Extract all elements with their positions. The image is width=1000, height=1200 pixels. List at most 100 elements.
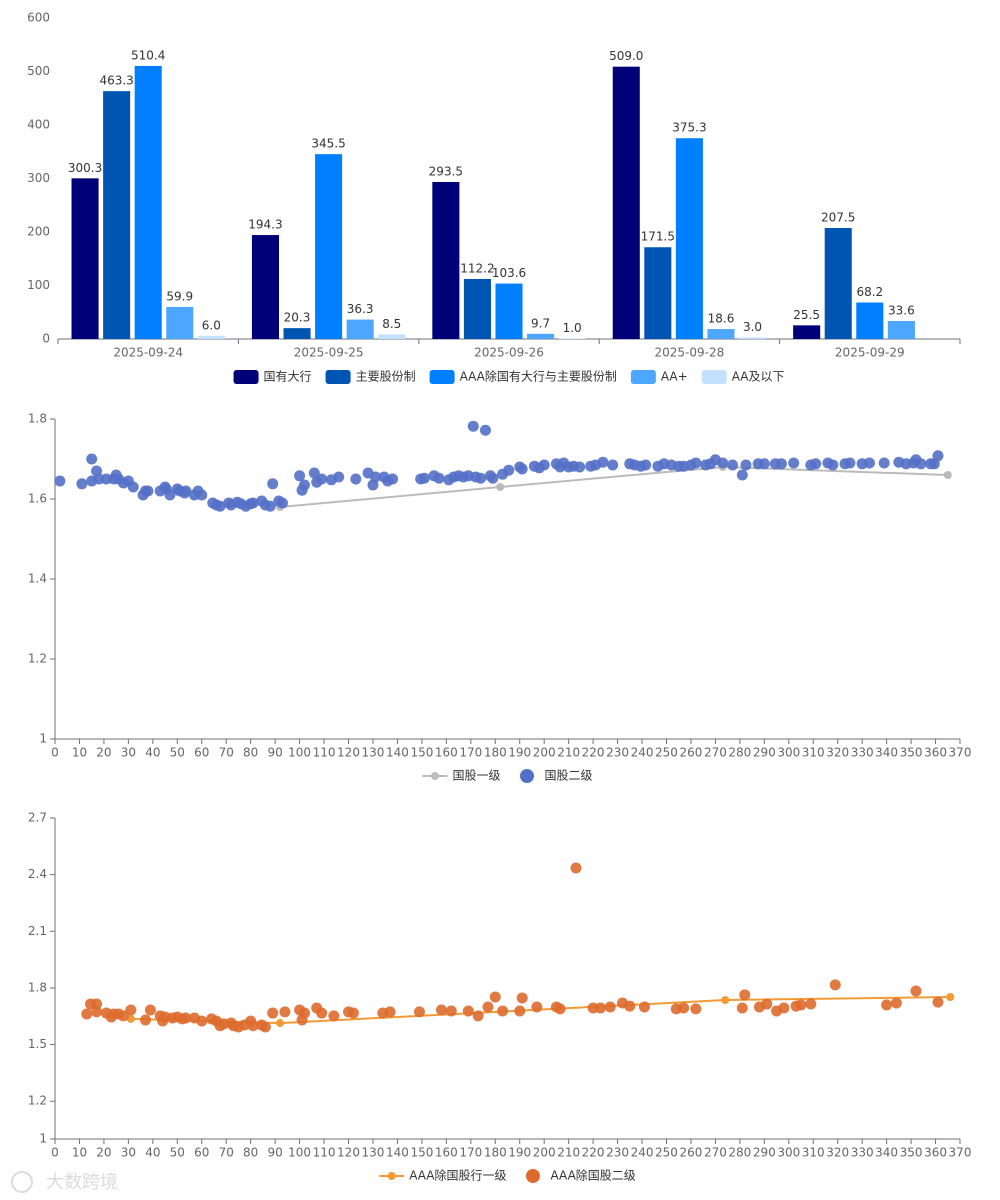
- value-label: 171.5: [641, 230, 675, 244]
- scatter-point: [489, 991, 501, 1003]
- bar: [675, 138, 703, 339]
- scatter-point: [180, 1012, 192, 1024]
- value-label: 345.5: [311, 137, 345, 151]
- value-label: 8.5: [382, 317, 401, 331]
- watermark-text: 大数跨境: [46, 1172, 118, 1193]
- x-tick-label: 0: [51, 1146, 59, 1160]
- bar: [346, 319, 374, 339]
- scatter-point: [827, 459, 839, 471]
- bar: [495, 283, 523, 339]
- x-tick-label: 140: [386, 746, 409, 760]
- value-label: 103.6: [492, 266, 526, 280]
- scatter-point: [164, 489, 176, 501]
- scatter-point: [117, 1010, 129, 1022]
- y-tick-label: 1.4: [28, 572, 47, 586]
- x-tick-label: 230: [606, 1146, 629, 1160]
- scatter-point: [144, 1004, 156, 1016]
- x-tick-label: 0: [51, 746, 59, 760]
- scatter-point: [910, 985, 922, 997]
- x-tick-label: 20: [96, 1146, 111, 1160]
- legend-label: AAA除国股行一级: [409, 1168, 506, 1183]
- y-tick-label: 2.1: [28, 924, 47, 938]
- x-tick-label: 200: [533, 746, 556, 760]
- x-tick-label: 80: [243, 746, 258, 760]
- scatter-point: [433, 472, 445, 484]
- legend-swatch: [520, 769, 534, 783]
- scatter-point: [915, 458, 927, 470]
- scatter-point: [640, 459, 652, 471]
- value-label: 68.2: [856, 285, 883, 299]
- x-tick-label: 150: [410, 746, 433, 760]
- y-tick-label: 200: [27, 225, 50, 239]
- x-tick-label: 230: [606, 746, 629, 760]
- scatter-point: [350, 473, 362, 485]
- bar: [707, 329, 735, 339]
- x-tick-label: 10: [72, 1146, 87, 1160]
- scatter-point: [384, 1006, 396, 1018]
- x-tick-label: 20: [96, 746, 111, 760]
- line-point: [943, 471, 952, 479]
- line-point: [496, 483, 505, 491]
- scatter-point: [514, 1005, 526, 1017]
- bar: [71, 178, 99, 339]
- scatter-point: [758, 458, 770, 470]
- x-tick-label: 210: [557, 1146, 580, 1160]
- value-label: 300.3: [68, 161, 102, 175]
- legend-item: 国有大行: [233, 370, 312, 384]
- value-label: 463.3: [99, 74, 133, 88]
- x-tick-label: 40: [145, 1146, 160, 1160]
- value-label: 112.2: [460, 261, 494, 275]
- scatter-point: [805, 998, 817, 1010]
- x-tick-label: 2025-09-25: [294, 346, 364, 360]
- x-tick-label: 330: [851, 1146, 874, 1160]
- scatter-point: [482, 1001, 494, 1013]
- scatter-point: [604, 1001, 616, 1013]
- scatter-point: [264, 500, 276, 512]
- legend-swatch: [526, 1169, 540, 1183]
- x-tick-label: 130: [362, 1146, 385, 1160]
- scatter-point: [538, 459, 550, 471]
- scatter-point: [333, 471, 345, 483]
- y-tick-label: 0: [42, 332, 50, 346]
- bar: [527, 333, 555, 339]
- bar: [739, 337, 767, 339]
- scatter-point: [467, 420, 479, 432]
- legend-swatch: [430, 772, 439, 780]
- scatter-point: [607, 459, 619, 471]
- x-tick-label: 150: [410, 1146, 433, 1160]
- x-tick-label: 310: [802, 1146, 825, 1160]
- bar: [887, 321, 915, 339]
- x-tick-label: 60: [194, 746, 209, 760]
- legend-item: 主要股份制: [325, 370, 416, 384]
- scatter-point: [387, 473, 399, 485]
- scatter-point: [247, 1020, 259, 1032]
- x-tick-label: 170: [459, 1146, 482, 1160]
- x-tick-label: 30: [121, 1146, 136, 1160]
- x-tick-label: 120: [337, 1146, 360, 1160]
- scatter-point: [308, 467, 320, 479]
- scatter-point: [76, 478, 88, 490]
- x-tick-label: 270: [704, 1146, 727, 1160]
- value-label: 207.5: [821, 210, 855, 224]
- x-tick-label: 2025-09-26: [474, 346, 544, 360]
- bar: [612, 66, 640, 339]
- scatter-point: [594, 1002, 606, 1014]
- scatter-point: [678, 1002, 690, 1014]
- x-tick-label: 290: [753, 1146, 776, 1160]
- x-tick-label: 50: [170, 746, 185, 760]
- x-tick-label: 50: [170, 1146, 185, 1160]
- legend-swatch: [387, 1172, 396, 1180]
- x-tick-label: 110: [313, 746, 336, 760]
- legend-swatch: [429, 370, 455, 384]
- y-tick-label: 2.7: [28, 811, 47, 825]
- legend-label: AA及以下: [732, 370, 785, 384]
- x-tick-label: 80: [243, 1146, 258, 1160]
- scatter-point: [736, 469, 748, 481]
- scatter-point: [413, 1006, 425, 1018]
- x-tick-label: 190: [508, 1146, 531, 1160]
- scatter-point: [214, 500, 226, 512]
- x-tick-label: 30: [121, 746, 136, 760]
- scatter-point: [267, 1007, 279, 1019]
- legend-label: 国有大行: [264, 370, 312, 384]
